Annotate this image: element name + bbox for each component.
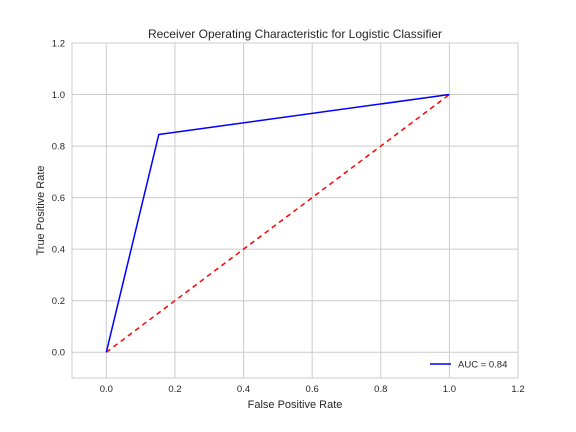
x-axis-label: False Positive Rate [248,399,343,411]
chance-diagonal-line [105,93,450,353]
roc-curve-line [105,93,450,353]
y-tick-label: 1.2 [52,39,65,50]
tick-labels: 0.0 0.2 0.4 0.6 0.8 1.0 1.2 0.0 0.2 0.4 0.6 0.8 1.0 1… [52,39,525,396]
x-tick-label: 0.8 [374,384,387,395]
y-tick-label: 0.4 [52,245,65,256]
x-tick-label: 0.2 [168,384,181,395]
x-tick-label: 1.2 [511,384,524,395]
y-axis-label: True Positive Rate [35,165,47,255]
series-layer [105,93,450,353]
plot-frame [71,42,519,379]
x-tick-label: 1.0 [443,384,456,395]
x-tick-label: 0.4 [237,384,250,395]
x-tick-label: 0.0 [100,384,113,395]
chart-title: Receiver Operating Characteristic for Lo… [148,27,442,41]
y-tick-label: 1.0 [52,90,65,101]
y-tick-label: 0.2 [52,296,65,307]
legend: AUC = 0.84 [430,360,507,371]
legend-entry-label: AUC = 0.84 [458,360,507,371]
y-tick-label: 0.0 [52,348,65,359]
y-tick-label: 0.6 [52,193,65,204]
y-tick-label: 0.8 [52,142,65,153]
x-tick-label: 0.6 [306,384,319,395]
